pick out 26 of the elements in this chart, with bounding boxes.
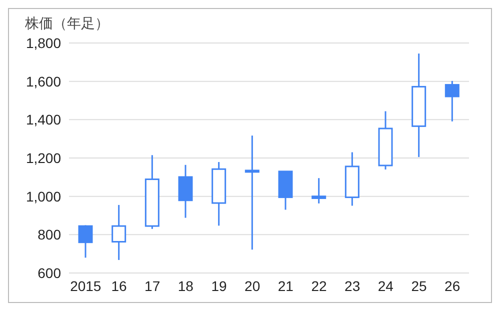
y-tick-label: 800 xyxy=(38,226,62,243)
x-tick-label: 18 xyxy=(178,278,194,294)
x-tick-label: 16 xyxy=(111,278,127,294)
y-tick-label: 1,400 xyxy=(26,112,62,128)
x-tick-label: 26 xyxy=(444,278,460,294)
y-tick-label: 600 xyxy=(38,264,62,281)
candlestick xyxy=(312,177,326,204)
x-tick-label: 23 xyxy=(344,278,360,294)
x-tick-label: 25 xyxy=(411,278,427,294)
y-tick-label: 1,600 xyxy=(26,73,62,90)
candlestick xyxy=(244,134,260,250)
y-tick-label: 1,800 xyxy=(26,34,62,51)
candlestick xyxy=(78,224,93,258)
candlestick xyxy=(178,164,193,219)
x-tick-label: 21 xyxy=(278,278,294,294)
x-tick-label: 19 xyxy=(211,278,227,294)
candlestick xyxy=(112,204,126,261)
chart-title: 株価（年足） xyxy=(25,15,109,33)
y-tick-label: 1,000 xyxy=(26,188,62,204)
x-tick-label: 20 xyxy=(244,278,260,294)
x-tick-label: 2015 xyxy=(70,278,102,294)
x-tick-label: 17 xyxy=(144,278,160,294)
y-tick-label: 1,200 xyxy=(26,150,62,166)
candlestick xyxy=(444,80,460,122)
x-tick-label: 22 xyxy=(311,278,327,294)
x-tick-label: 24 xyxy=(378,278,394,294)
